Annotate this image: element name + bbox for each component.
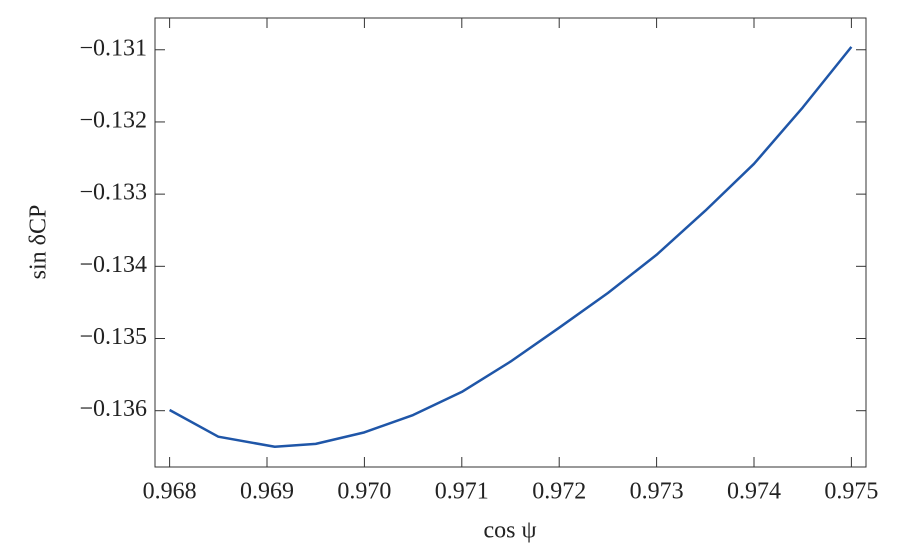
- x-tick-label: 0.972: [532, 479, 586, 505]
- y-tick-label: −0.132: [79, 107, 147, 133]
- x-tick-label: 0.975: [824, 479, 878, 505]
- x-tick-label: 0.969: [240, 479, 294, 505]
- plot-frame: [154, 17, 867, 468]
- y-tick-label: −0.135: [79, 324, 147, 350]
- y-tick-label: −0.133: [79, 180, 147, 206]
- x-tick-label: 0.971: [435, 479, 489, 505]
- y-axis-label: sin δCP: [26, 205, 52, 280]
- y-tick-label: −0.134: [79, 252, 147, 278]
- x-tick-label: 0.968: [143, 479, 197, 505]
- x-tick-label: 0.973: [630, 479, 684, 505]
- y-tick-label: −0.136: [79, 396, 147, 422]
- x-tick-label: 0.970: [337, 479, 391, 505]
- x-axis-label: cos ψ: [483, 518, 536, 544]
- x-tick-label: 0.974: [727, 479, 781, 505]
- line-series: [169, 46, 853, 449]
- y-tick-label: −0.131: [79, 35, 147, 61]
